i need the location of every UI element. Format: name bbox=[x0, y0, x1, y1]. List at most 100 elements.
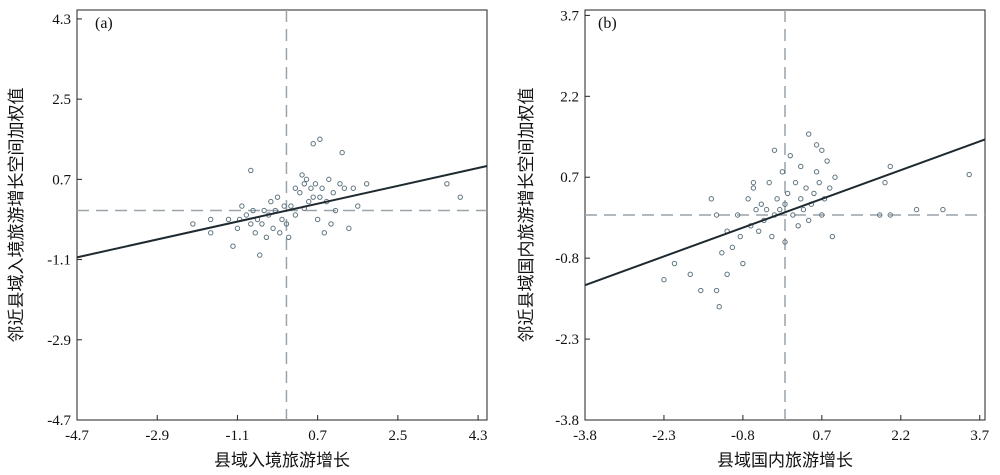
x-tick-label: 0.7 bbox=[308, 428, 327, 444]
scatter-point bbox=[769, 233, 775, 240]
scatter-point bbox=[328, 221, 334, 227]
scatter-point bbox=[332, 207, 339, 214]
scatter-point bbox=[259, 221, 265, 227]
scatter-point bbox=[239, 203, 245, 209]
reference-lines-b bbox=[585, 10, 985, 420]
scatter-point bbox=[753, 206, 759, 213]
panel-label-a: (a) bbox=[95, 15, 113, 32]
scatter-point bbox=[913, 206, 920, 213]
scatter-point bbox=[317, 136, 323, 142]
scatter-point bbox=[687, 271, 693, 278]
scatter-point bbox=[740, 260, 746, 267]
panel-b: (b) 县域国内旅游增长 邻近县域国内旅游增长空间加权值 -3.8 -2.3 -0.… bbox=[517, 8, 990, 470]
y-tick-label: 4.3 bbox=[52, 12, 71, 28]
x-tick-label: -2.3 bbox=[652, 428, 676, 444]
scatter-point bbox=[363, 181, 370, 187]
panel-a: (a) 县域入境旅游增长 邻近县域入境旅游增长空间加权值 -4.7 -2.9 -1.… bbox=[7, 9, 488, 470]
scatter-point bbox=[940, 206, 946, 213]
x-tick-label: -3.8 bbox=[573, 428, 597, 444]
scatter-point bbox=[308, 185, 314, 191]
scatter-point bbox=[803, 185, 809, 191]
scatter-point bbox=[317, 194, 323, 200]
scatter-point bbox=[737, 233, 743, 240]
scatter-point bbox=[763, 206, 770, 213]
scatter-point bbox=[792, 179, 799, 186]
scatter-point bbox=[755, 228, 762, 234]
scatter-point bbox=[758, 201, 765, 207]
scatter-point bbox=[750, 185, 757, 191]
scatter-point bbox=[771, 147, 778, 153]
scatter-point bbox=[268, 198, 274, 205]
x-tick-label: 3.7 bbox=[970, 428, 989, 444]
scatter-point bbox=[283, 221, 290, 227]
scatter-point bbox=[230, 243, 236, 249]
regression-line bbox=[584, 138, 986, 287]
y-tick-label: -4.7 bbox=[47, 413, 71, 429]
scatter-point bbox=[805, 131, 812, 137]
scatter-point bbox=[207, 216, 214, 223]
y-axis-title-a: 邻近县域入境旅游增长空间加权值 bbox=[7, 88, 26, 343]
scatter-point bbox=[779, 169, 786, 175]
scatter-point bbox=[805, 217, 812, 224]
x-axis-title-a: 县域入境旅游增长 bbox=[214, 451, 350, 470]
scatter-point bbox=[829, 233, 836, 240]
y-tick-label: -0.8 bbox=[555, 251, 579, 267]
scatter-point bbox=[306, 198, 312, 205]
scatter-point bbox=[252, 230, 258, 236]
scatter-point bbox=[782, 239, 788, 245]
scatter-point bbox=[337, 181, 343, 187]
x-axis-title-b: 县域国内旅游增长 bbox=[717, 451, 853, 470]
points-a bbox=[190, 136, 463, 258]
scatter-point bbox=[346, 225, 352, 232]
scatter-point bbox=[303, 176, 310, 183]
scatter-point bbox=[350, 185, 357, 191]
scatter-point bbox=[813, 169, 820, 175]
scatter-point bbox=[719, 250, 725, 256]
x-tick-label: -2.9 bbox=[145, 428, 169, 444]
scatter-point bbox=[724, 271, 730, 278]
scatter-point bbox=[279, 216, 285, 223]
scatter-point bbox=[766, 179, 772, 186]
scatter-point bbox=[274, 194, 281, 200]
y-tick-label: -2.3 bbox=[555, 332, 579, 348]
x-tick-label: -0.8 bbox=[731, 428, 755, 444]
scatter-point bbox=[824, 158, 830, 164]
plot-frame-a bbox=[76, 9, 488, 421]
scatter-point bbox=[729, 244, 736, 251]
scatter-point bbox=[782, 201, 788, 207]
points-b bbox=[661, 131, 972, 310]
scatter-point bbox=[671, 260, 678, 267]
x-tick-label: 4.3 bbox=[469, 428, 488, 444]
fit-b bbox=[584, 138, 986, 287]
regression-line bbox=[76, 165, 488, 259]
scatter-point bbox=[819, 147, 825, 153]
x-tick-label: -4.7 bbox=[65, 428, 89, 444]
scatter-point bbox=[798, 163, 804, 170]
scatter-point bbox=[263, 234, 270, 240]
scatter-point bbox=[250, 207, 256, 214]
ticks-b: -3.8 -2.3 -0.8 0.7 2.2 3.7 -3.8 -2.3 -0.8 0.7 2.2 3… bbox=[555, 8, 989, 444]
scatter-point bbox=[716, 304, 722, 310]
scatter-point bbox=[800, 206, 807, 213]
scatter-point bbox=[355, 203, 361, 209]
panel-label-b: (b) bbox=[598, 15, 617, 32]
scatter-point bbox=[882, 179, 888, 186]
scatter-point bbox=[312, 181, 319, 187]
scatter-point bbox=[457, 194, 463, 200]
scatter-point bbox=[887, 212, 893, 218]
y-tick-label: 2.5 bbox=[52, 92, 71, 108]
scatter-point bbox=[190, 221, 196, 227]
scatter-point bbox=[243, 212, 250, 218]
ticks-a: -4.7 -2.9 -1.1 0.7 2.5 4.3 -4.7 -2.9 -1.1 0.7 2.5 4… bbox=[47, 12, 487, 444]
scatter-point bbox=[444, 181, 450, 187]
scatter-point bbox=[248, 167, 254, 174]
scatter-point bbox=[277, 230, 283, 236]
y-tick-label: 0.7 bbox=[560, 170, 579, 186]
scatter-point bbox=[832, 174, 838, 180]
scatter-point bbox=[299, 172, 305, 178]
scatter-point bbox=[270, 225, 276, 232]
scatter-point bbox=[234, 225, 241, 232]
y-axis-title-b: 邻近县域国内旅游增长空间加权值 bbox=[517, 88, 536, 343]
y-tick-label: 2.2 bbox=[560, 89, 579, 105]
